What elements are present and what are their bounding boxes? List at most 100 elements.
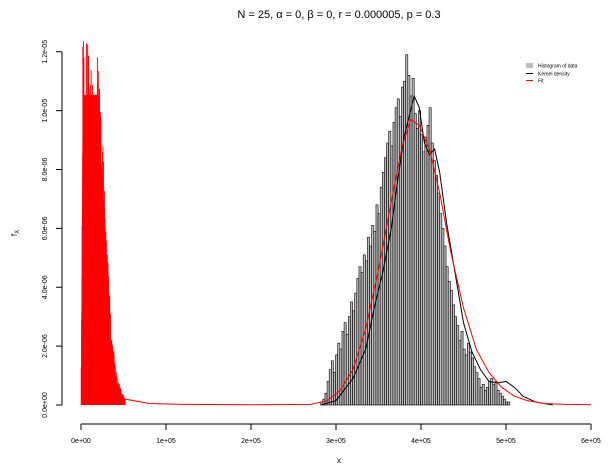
histogram-bar	[473, 366, 477, 406]
histogram-bar	[424, 136, 428, 406]
y-tick-label: 2.0e-06	[42, 334, 49, 358]
fit-spike-region	[80, 41, 126, 405]
histogram-bar	[439, 213, 443, 406]
histogram-bar	[384, 157, 387, 406]
histogram-bar	[390, 145, 394, 406]
histogram-bar	[401, 86, 404, 406]
histogram-bar	[479, 387, 483, 406]
y-tick-label: 6.0e-06	[42, 216, 49, 240]
histogram-bar	[460, 331, 464, 406]
histogram-bar	[441, 228, 445, 406]
chart-title: N = 25, α = 0, β = 0, r = 0.000005, p = …	[237, 9, 440, 21]
histogram-bar	[386, 142, 390, 406]
histogram-bar	[469, 351, 472, 406]
histogram-bar	[416, 128, 419, 406]
histogram-bar	[394, 107, 398, 406]
x-axis-title: x	[337, 456, 341, 465]
histogram-bar	[350, 301, 353, 406]
histogram-bar	[505, 401, 509, 406]
histogram-bar	[335, 354, 339, 406]
histogram-bar	[447, 281, 451, 406]
histogram-bar	[496, 389, 500, 406]
histogram-bars	[320, 54, 511, 406]
histogram-bar	[467, 342, 470, 406]
histogram-bar	[379, 186, 383, 406]
histogram-bar	[348, 316, 351, 406]
histogram-bar	[343, 322, 347, 406]
histogram-bar	[377, 213, 381, 406]
histogram-bar	[471, 357, 475, 406]
histogram-bar	[341, 331, 345, 406]
y-tick-label: 4.0e-06	[42, 275, 49, 299]
y-axis-title: fX	[10, 230, 21, 236]
histogram-bar	[507, 401, 511, 406]
histogram-bar	[445, 266, 449, 406]
histogram-bar	[492, 384, 496, 406]
histogram-bar	[464, 354, 468, 406]
kernel-density-line	[320, 94, 553, 406]
histogram-bar	[430, 142, 434, 406]
histogram-bar	[503, 398, 506, 406]
fit-spike-fill	[81, 94, 109, 405]
histogram-bar	[443, 245, 447, 406]
histogram-bar	[354, 292, 358, 406]
histogram-bar	[328, 369, 332, 406]
histogram-bar	[456, 325, 460, 406]
histogram-bar	[356, 278, 360, 406]
histogram-bar	[458, 339, 462, 406]
legend-label-histogram: Histogram of data	[538, 64, 578, 70]
histogram-bar	[494, 381, 498, 406]
x-tick-label: 4e+05	[411, 438, 431, 445]
histogram-bar	[422, 151, 426, 406]
histogram-bar	[477, 378, 481, 406]
legend-label-fit: Fit	[538, 79, 544, 85]
histogram-bar	[396, 98, 400, 406]
legend-label-kernel-density: Kernel density	[538, 72, 570, 78]
histogram-bar	[411, 77, 415, 406]
histogram-bar	[405, 54, 409, 406]
fit-line	[125, 118, 592, 406]
y-tick-label: 8.0e-06	[42, 158, 49, 182]
histogram-bar	[331, 360, 334, 406]
histogram-bar	[388, 130, 392, 406]
histogram-bar	[339, 348, 343, 406]
histogram-bar	[462, 348, 466, 406]
histogram-bar	[352, 310, 356, 406]
histogram-bar	[392, 122, 396, 406]
legend-swatch-histogram	[526, 63, 533, 68]
x-tick-label: 2e+05	[241, 438, 261, 445]
histogram-bar	[382, 172, 385, 406]
histogram-bar	[501, 395, 504, 406]
y-tick-label: 1.2e-05	[42, 40, 49, 64]
histogram-bar	[450, 289, 453, 406]
histogram-bar	[409, 95, 413, 406]
y-axis: 0.0e+00 2.0e-06 4.0e-06 6.0e-06 8.0e-06 1.0e-…	[42, 40, 63, 418]
x-tick-label: 6e+05	[581, 438, 601, 445]
histogram-bar	[435, 175, 438, 406]
histogram-bar	[420, 133, 424, 406]
x-tick-label: 1e+05	[156, 438, 176, 445]
histogram-bar	[326, 381, 330, 406]
x-axis: 0e+00 1e+05 2e+05 3e+05 4e+05 5e+05 6e+05	[71, 423, 601, 445]
histogram-bar	[345, 334, 349, 406]
x-tick-label: 0e+00	[71, 438, 91, 445]
histogram-bar	[433, 160, 436, 406]
histogram-bar	[375, 204, 379, 406]
legend: Histogram of data Kernel density Fit	[526, 63, 578, 85]
histogram-bar	[498, 392, 502, 406]
histogram-bar	[488, 381, 492, 406]
histogram-bar	[373, 231, 377, 406]
histogram-bar	[437, 192, 440, 406]
histogram-bar	[413, 113, 417, 406]
x-tick-label: 5e+05	[496, 438, 516, 445]
y-axis-title-subscript: X	[15, 230, 21, 234]
histogram-bar	[481, 384, 485, 406]
y-tick-label: 0.0e+00	[42, 392, 49, 418]
histogram-bar	[333, 372, 336, 406]
histogram-bar	[358, 266, 362, 406]
x-tick-label: 3e+05	[326, 438, 346, 445]
histogram-bar	[475, 372, 479, 406]
histogram-bar	[486, 387, 489, 406]
histogram-bar	[426, 125, 430, 406]
